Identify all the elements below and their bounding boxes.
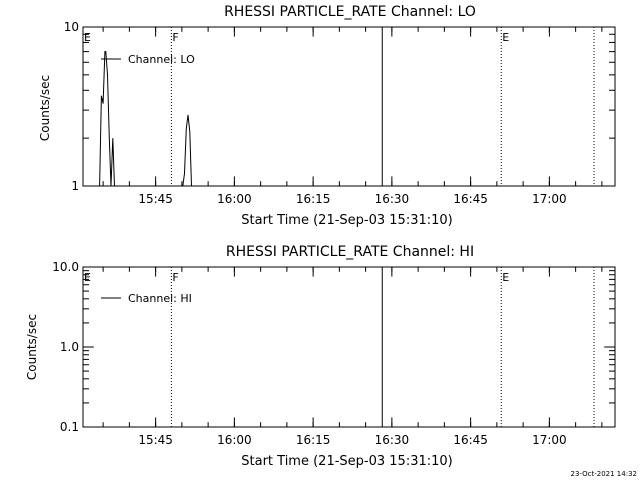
y-tick-label: 0.1 bbox=[60, 420, 79, 434]
x-axis-label: Start Time (21-Sep-03 15:31:10) bbox=[241, 213, 452, 228]
legend: Channel: LO bbox=[101, 53, 195, 66]
time-marker-label: F bbox=[172, 271, 178, 284]
x-tick-label: 16:45 bbox=[453, 192, 488, 206]
panel-hi: RHESSI PARTICLE_RATE Channel: HI Counts/… bbox=[25, 244, 616, 469]
x-tick-label: 15:45 bbox=[138, 433, 173, 447]
y-ticks: 0.1 1.0 10.0 bbox=[52, 260, 615, 434]
y-tick-label: 1 bbox=[71, 179, 79, 193]
time-marker-label: E bbox=[84, 31, 91, 44]
x-tick-label: 17:00 bbox=[532, 433, 567, 447]
legend-label: Channel: LO bbox=[128, 53, 195, 66]
x-axis-label: Start Time (21-Sep-03 15:31:10) bbox=[241, 454, 452, 469]
series-line bbox=[182, 114, 194, 187]
footer-timestamp: 23-Oct-2021 14:32 bbox=[571, 470, 637, 478]
time-marker-label: E bbox=[84, 271, 91, 284]
y-ticks: 1 10 bbox=[64, 20, 615, 193]
y-tick-label: 1.0 bbox=[60, 340, 79, 354]
x-tick-label: 16:00 bbox=[217, 192, 252, 206]
chart-title: RHESSI PARTICLE_RATE Channel: LO bbox=[224, 4, 476, 20]
y-tick-label: 10.0 bbox=[52, 260, 79, 274]
time-marker-label: E bbox=[502, 271, 509, 284]
x-ticks: 15:45 16:00 16:15 16:30 16:45 17:00 bbox=[102, 27, 603, 206]
x-tick-label: 16:15 bbox=[296, 433, 331, 447]
plot-frame bbox=[82, 266, 616, 428]
plot-frame bbox=[82, 26, 616, 187]
time-marker-label: F bbox=[172, 31, 178, 44]
y-axis-label: Counts/sec bbox=[25, 314, 39, 380]
x-tick-label: 16:30 bbox=[375, 192, 410, 206]
x-tick-label: 15:45 bbox=[138, 192, 173, 206]
data-series bbox=[99, 51, 194, 187]
legend-label: Channel: HI bbox=[128, 292, 192, 305]
series-line bbox=[99, 51, 120, 187]
x-tick-label: 16:45 bbox=[453, 433, 488, 447]
legend: Channel: HI bbox=[101, 292, 192, 305]
x-tick-label: 16:00 bbox=[217, 433, 252, 447]
panel-lo: RHESSI PARTICLE_RATE Channel: LO Counts/… bbox=[38, 4, 616, 228]
x-ticks: 15:45 16:00 16:15 16:30 16:45 17:00 bbox=[102, 267, 603, 447]
time-marker-label: E bbox=[502, 31, 509, 44]
x-tick-label: 16:30 bbox=[375, 433, 410, 447]
chart-title: RHESSI PARTICLE_RATE Channel: HI bbox=[226, 244, 474, 260]
x-tick-label: 16:15 bbox=[296, 192, 331, 206]
y-tick-label: 10 bbox=[64, 20, 79, 34]
y-axis-label: Counts/sec bbox=[38, 75, 52, 141]
x-tick-label: 17:00 bbox=[532, 192, 567, 206]
